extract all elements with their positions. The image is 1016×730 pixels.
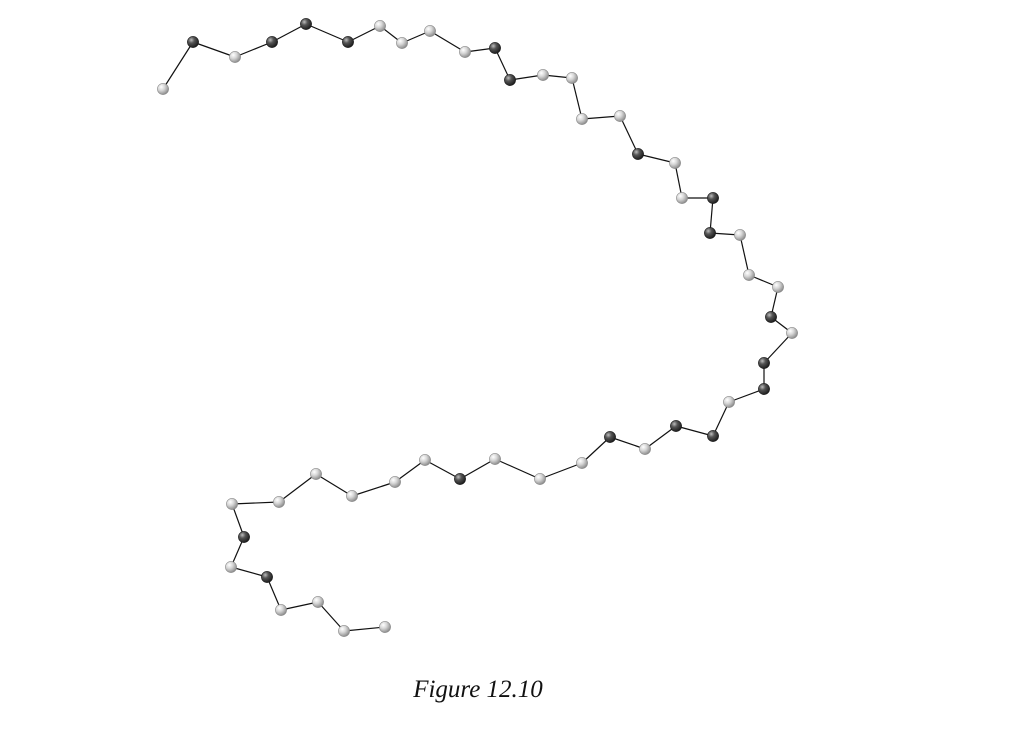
light-bead (669, 157, 681, 169)
light-bead (734, 229, 746, 241)
bond-line (192, 41, 236, 58)
light-bead (374, 20, 386, 32)
light-bead (772, 281, 784, 293)
bond-line (305, 23, 349, 43)
light-bead (534, 473, 546, 485)
dark-bead (342, 36, 354, 48)
bond-line (539, 462, 583, 480)
dark-bead (238, 531, 250, 543)
bond-line (424, 459, 461, 480)
bond-line (162, 41, 194, 90)
figure-caption: Figure 12.10 (413, 676, 543, 703)
light-bead (424, 25, 436, 37)
light-bead (338, 625, 350, 637)
dark-bead (187, 36, 199, 48)
bond-line (739, 234, 750, 276)
dark-bead (266, 36, 278, 48)
bond-line (571, 77, 583, 120)
bond-line (581, 115, 621, 120)
bond-line (674, 162, 683, 199)
dark-bead (707, 192, 719, 204)
light-bead (346, 490, 358, 502)
dark-bead (632, 148, 644, 160)
bond-line (712, 401, 730, 437)
dark-bead (300, 18, 312, 30)
bond-line (343, 626, 386, 632)
bond-line (675, 425, 714, 437)
light-bead (157, 83, 169, 95)
bond-line (351, 481, 396, 497)
bond-line (637, 153, 676, 164)
light-bead (743, 269, 755, 281)
bond-line (644, 425, 677, 450)
light-bead (312, 596, 324, 608)
light-bead (537, 69, 549, 81)
light-bead (614, 110, 626, 122)
light-bead (379, 621, 391, 633)
bond-line (763, 332, 793, 364)
bond-line (581, 436, 611, 464)
dark-bead (707, 430, 719, 442)
dark-bead (604, 431, 616, 443)
bond-line (315, 473, 353, 497)
bond-line (231, 501, 280, 505)
dark-bead (454, 473, 466, 485)
bead-group (157, 18, 798, 637)
light-bead (310, 468, 322, 480)
dark-bead (758, 357, 770, 369)
bond-line (394, 459, 426, 483)
bond-line (266, 576, 282, 611)
light-bead (723, 396, 735, 408)
dark-bead (504, 74, 516, 86)
bond-line (278, 473, 317, 503)
light-bead (226, 498, 238, 510)
light-bead (389, 476, 401, 488)
light-bead (459, 46, 471, 58)
light-bead (273, 496, 285, 508)
bond-line (234, 41, 273, 58)
light-bead (576, 113, 588, 125)
light-bead (786, 327, 798, 339)
bond-line (459, 458, 496, 480)
light-bead (576, 457, 588, 469)
light-bead (566, 72, 578, 84)
bond-line (728, 388, 765, 403)
light-bead (639, 443, 651, 455)
bond-line (429, 30, 466, 53)
bond-line (347, 25, 381, 43)
bond-lines (162, 23, 793, 632)
light-bead (396, 37, 408, 49)
dark-bead (261, 571, 273, 583)
light-bead (229, 51, 241, 63)
dark-bead (765, 311, 777, 323)
bond-line (280, 601, 319, 611)
light-bead (676, 192, 688, 204)
dark-bead (704, 227, 716, 239)
light-bead (225, 561, 237, 573)
light-bead (275, 604, 287, 616)
bond-line (317, 601, 345, 632)
bond-line (609, 436, 646, 450)
dark-bead (758, 383, 770, 395)
dark-bead (489, 42, 501, 54)
bond-line (271, 23, 307, 43)
bond-line (494, 458, 541, 480)
light-bead (489, 453, 501, 465)
dark-bead (670, 420, 682, 432)
light-bead (419, 454, 431, 466)
bond-line (230, 566, 268, 578)
bond-line (619, 115, 639, 155)
